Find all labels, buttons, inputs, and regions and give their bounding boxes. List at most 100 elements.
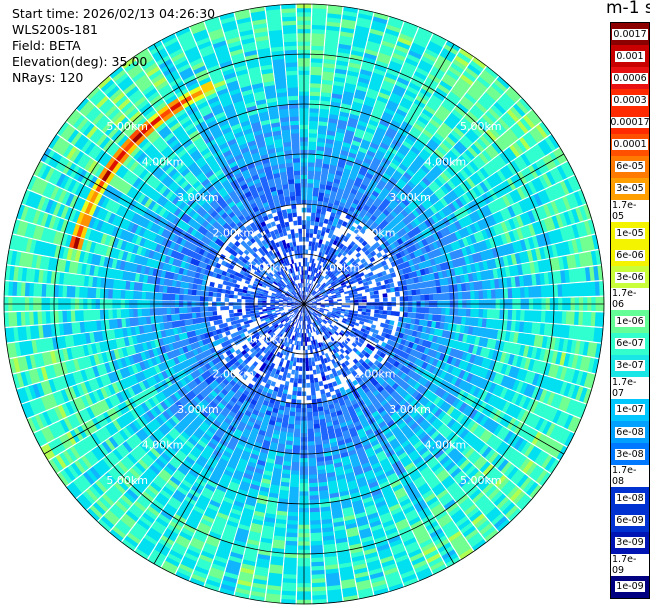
- range-gate: [310, 254, 314, 259]
- range-gate: [324, 193, 331, 199]
- range-gate: [462, 134, 474, 146]
- range-gate: [571, 239, 579, 254]
- range-gate: [413, 38, 428, 48]
- range-gate: [333, 278, 339, 283]
- range-gate: [466, 177, 476, 188]
- range-gate: [316, 304, 322, 306]
- range-gate: [316, 149, 324, 156]
- range-gate: [416, 248, 424, 256]
- range-gate: [477, 76, 491, 89]
- range-gate: [536, 285, 542, 298]
- range-gate: [439, 278, 445, 286]
- range-gate: [443, 118, 456, 130]
- range-gate: [413, 217, 421, 226]
- range-gate: [431, 279, 437, 287]
- range-gate: [382, 187, 391, 195]
- range-gate: [500, 233, 508, 245]
- range-gate: [311, 203, 317, 209]
- range-gate: [513, 188, 523, 202]
- range-gate: [431, 214, 440, 224]
- range-gate: [306, 297, 310, 301]
- range-gate: [458, 154, 469, 166]
- range-gate: [326, 130, 336, 136]
- range-gate: [295, 407, 302, 413]
- range-gate: [428, 243, 436, 252]
- range-gate: [328, 117, 338, 124]
- range-gate: [402, 140, 413, 150]
- range-gate: [537, 141, 550, 156]
- range-gate: [540, 285, 546, 298]
- range-gate: [414, 282, 420, 290]
- range-gate: [432, 241, 439, 250]
- range-gate: [410, 78, 423, 88]
- range-gate: [365, 127, 376, 135]
- range-gate: [394, 291, 400, 297]
- range-gate: [310, 82, 321, 88]
- range-gate: [428, 97, 441, 108]
- range-gate: [396, 237, 404, 245]
- range-gate: [368, 119, 379, 127]
- range-gate: [527, 274, 533, 286]
- range-gate: [315, 154, 324, 160]
- range-gate: [364, 48, 379, 57]
- range-gate: [435, 87, 448, 98]
- range-gate: [307, 182, 314, 188]
- range-gate: [328, 297, 334, 300]
- range-gate: [315, 268, 319, 274]
- range-gate: [459, 182, 469, 193]
- range-gate: [371, 72, 385, 80]
- range-gate: [307, 441, 315, 446]
- range-gate: [553, 167, 564, 182]
- range-gate: [457, 291, 463, 300]
- range-gate: [541, 139, 553, 154]
- range-gate: [298, 374, 302, 380]
- range-gate: [516, 187, 526, 200]
- range-gate: [358, 116, 370, 124]
- range-gate: [439, 228, 448, 238]
- range-gate: [311, 290, 316, 295]
- range-gate: [440, 285, 446, 293]
- range-gate: [554, 199, 564, 214]
- range-gate: [354, 131, 364, 139]
- range-gate: [508, 218, 517, 230]
- range-gate: [328, 285, 333, 289]
- range-gate: [317, 129, 327, 135]
- range-gate: [326, 282, 331, 287]
- range-gate: [337, 275, 342, 281]
- range-gate: [316, 289, 321, 294]
- range-gate: [307, 178, 314, 184]
- range-gate: [465, 225, 474, 236]
- range-gate: [328, 304, 334, 307]
- range-gate: [462, 193, 472, 204]
- range-gate: [337, 286, 343, 290]
- range-gate: [379, 190, 388, 198]
- range-gate: [519, 136, 531, 151]
- range-gate: [309, 275, 313, 280]
- range-gate: [343, 270, 349, 276]
- range-gate: [469, 107, 482, 120]
- range-gate: [323, 384, 329, 390]
- range-gate: [406, 85, 420, 95]
- range-gate: [382, 297, 388, 302]
- range-gate: [307, 345, 310, 351]
- range-gate: [415, 119, 427, 129]
- range-gate: [448, 202, 457, 213]
- range-gate: [433, 132, 445, 143]
- range-gate: [533, 193, 543, 207]
- range-gate: [306, 395, 312, 401]
- range-gate: [421, 55, 435, 66]
- range-gate: [440, 172, 450, 182]
- range-gate: [345, 232, 352, 239]
- range-gate: [286, 372, 291, 379]
- range-gate: [424, 244, 432, 253]
- range-gate: [472, 186, 482, 197]
- range-gate: [328, 168, 336, 175]
- range-gate: [310, 62, 323, 68]
- range-gate: [305, 249, 309, 255]
- range-gate: [531, 248, 538, 261]
- range-gate: [429, 205, 439, 214]
- range-gate: [316, 368, 321, 374]
- range-gate: [388, 95, 401, 105]
- range-gate: [317, 137, 326, 143]
- range-gate: [400, 209, 409, 218]
